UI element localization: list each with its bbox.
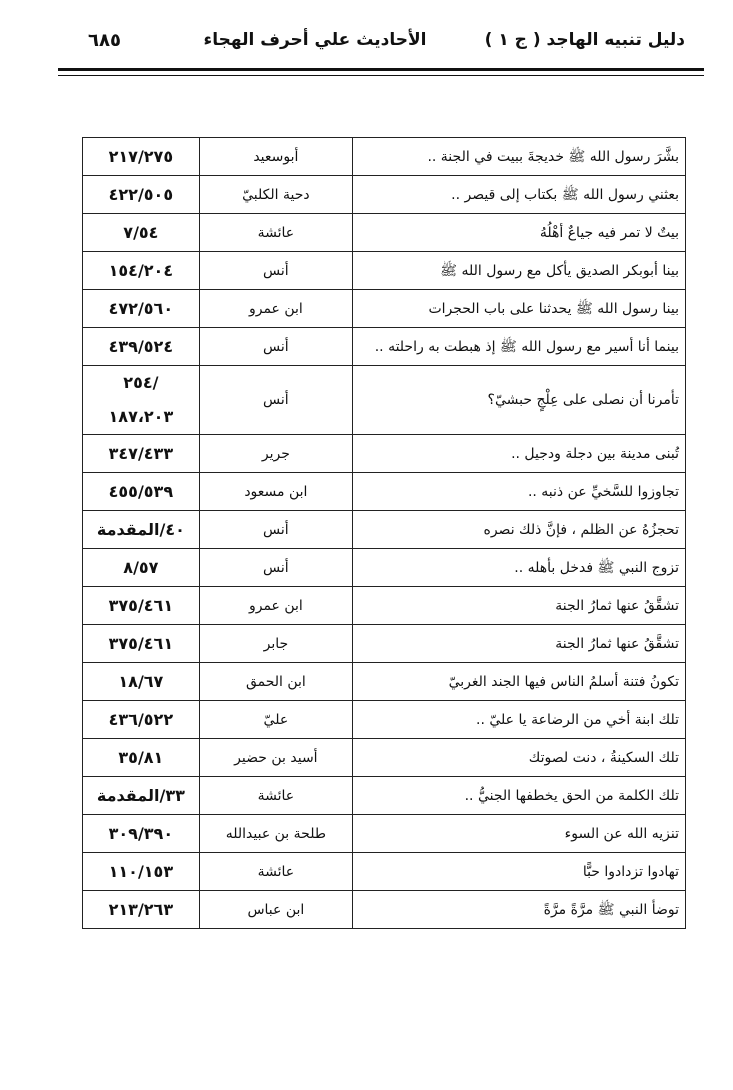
table-row: تهادوا تزدادوا حبًّا عائشة ١١٠/١٥٣ (82, 852, 686, 891)
hadith-table: بشَّرَ رسول الله ﷺ خديجةَ ببيت في الجنة … (82, 137, 686, 929)
hadith-text: تلك السكينةُ ، دنت لصوتك (352, 738, 686, 777)
narrator: عائشة (198, 213, 354, 252)
reference: ٤٧٢/٥٦٠ (82, 289, 200, 328)
book-title: دليل تنبيه الهاجد ( ج ١ ) (484, 30, 685, 50)
hadith-text: بيتٌ لا تمر فيه جياعٌ أهْلُهُ (352, 213, 686, 252)
table-row: تأمرنا أن نصلى على عِلْجٍ حبشيّ؟ أنس/٢٥٤ … (82, 365, 686, 435)
narrator: ابن عمرو (198, 289, 354, 328)
hadith-text: تشقَّقُ عنها ثمارُ الجنة (352, 586, 686, 625)
narrator: عائشة (198, 776, 354, 815)
narrator: ابن مسعود (198, 472, 354, 511)
narrator: جابر (198, 624, 354, 663)
narrator: أبوسعيد (198, 137, 354, 176)
reference: ٤٥٥/٥٣٩ (82, 472, 200, 511)
hadith-text: بينا أبوبكر الصديق يأكل مع رسول الله ﷺ (352, 251, 686, 290)
narrator: أنس (198, 510, 354, 549)
table-body: بشَّرَ رسول الله ﷺ خديجةَ ببيت في الجنة … (82, 137, 686, 929)
table-row: تشقَّقُ عنها ثمارُ الجنة ابن عمرو ٣٧٥/٤٦١ (82, 586, 686, 625)
narrator: أنس (198, 365, 354, 435)
hadith-text: تنزيه الله عن السوء (352, 814, 686, 853)
reference: ٣٣/المقدمة (82, 776, 200, 815)
page-number: ٦٨٥ (88, 30, 121, 51)
hadith-text: بشَّرَ رسول الله ﷺ خديجةَ ببيت في الجنة … (352, 137, 686, 176)
narrator: أنس (198, 251, 354, 290)
reference: ٢١٧/٢٧٥ (82, 137, 200, 176)
table-row: بينا أبوبكر الصديق يأكل مع رسول الله ﷺ أن… (82, 251, 686, 290)
reference: ٨/٥٧ (82, 548, 200, 587)
narrator: عائشة (198, 852, 354, 891)
narrator: أسيد بن حضير (198, 738, 354, 777)
reference: ٣٧٥/٤٦١ (82, 624, 200, 663)
reference: ٤٠/المقدمة (82, 510, 200, 549)
reference: ٢١٣/٢٦٣ (82, 890, 200, 929)
table-row: بيتٌ لا تمر فيه جياعٌ أهْلُهُ عائشة ٧/٥٤ (82, 213, 686, 252)
hadith-text: تلك ابنة أخي من الرضاعة يا عليّ .. (352, 700, 686, 739)
narrator: أنس (198, 327, 354, 366)
reference: ٤٣٩/٥٢٤ (82, 327, 200, 366)
narrator: أنس (198, 548, 354, 587)
table-row: بينا رسول الله ﷺ يحدثنا على باب الحجرات ا… (82, 289, 686, 328)
hadith-text: تُبنى مدينة بين دجلة ودجيل .. (352, 434, 686, 473)
table-row: تحجزُهُ عن الظلم ، فإنَّ ذلك نصره أنس ٤٠/ا… (82, 510, 686, 549)
reference: ١١٠/١٥٣ (82, 852, 200, 891)
hadith-text: تأمرنا أن نصلى على عِلْجٍ حبشيّ؟ (352, 365, 686, 435)
narrator: جرير (198, 434, 354, 473)
header-rule (58, 68, 704, 71)
hadith-text: تجاوزوا للسَّخيِّ عن ذنبه .. (352, 472, 686, 511)
reference: ٣٤٧/٤٣٣ (82, 434, 200, 473)
table-row: تُبنى مدينة بين دجلة ودجيل .. جرير ٣٤٧/٤٣٣ (82, 434, 686, 473)
hadith-text: تحجزُهُ عن الظلم ، فإنَّ ذلك نصره (352, 510, 686, 549)
table-row: بعثني رسول الله ﷺ بكتاب إلى قيصر .. دحية … (82, 175, 686, 214)
header-rule (58, 75, 704, 76)
narrator: طلحة بن عبيدالله (198, 814, 354, 853)
reference: ٧/٥٤ (82, 213, 200, 252)
table-row: تكونُ فتنة أسلمُ الناس فيها الجند الغربي… (82, 662, 686, 701)
table-row: بشَّرَ رسول الله ﷺ خديجةَ ببيت في الجنة … (82, 137, 686, 176)
table-row: توضأ النبي ﷺ مرَّةً مرَّةً ابن عباس ٢١٣/٢٦… (82, 890, 686, 929)
hadith-text: تهادوا تزدادوا حبًّا (352, 852, 686, 891)
reference: ١٥٤/٢٠٤ (82, 251, 200, 290)
reference: ٤٢٢/٥٠٥ (82, 175, 200, 214)
hadith-text: تشقَّقُ عنها ثمارُ الجنة (352, 624, 686, 663)
hadith-text: تكونُ فتنة أسلمُ الناس فيها الجند الغربي… (352, 662, 686, 701)
reference: ١٨/٦٧ (82, 662, 200, 701)
hadith-text: تلك الكلمة من الحق يخطفها الجنيُّ .. (352, 776, 686, 815)
hadith-text: بعثني رسول الله ﷺ بكتاب إلى قيصر .. (352, 175, 686, 214)
table-row: تشقَّقُ عنها ثمارُ الجنة جابر ٣٧٥/٤٦١ (82, 624, 686, 663)
table-row: بينما أنا أسير مع رسول الله ﷺ إذ هبطت به… (82, 327, 686, 366)
reference: ٣٥/٨١ (82, 738, 200, 777)
reference: ٤٣٦/٥٢٢ (82, 700, 200, 739)
table-row: تلك ابنة أخي من الرضاعة يا عليّ .. عليّ ٤٣… (82, 700, 686, 739)
reference: /٢٥٤ ١٨٧،٢٠٣ (82, 365, 200, 435)
table-row: تلك الكلمة من الحق يخطفها الجنيُّ .. عائش… (82, 776, 686, 815)
table-row: تزوج النبي ﷺ فدخل بأهله .. أنس ٨/٥٧ (82, 548, 686, 587)
narrator: ابن عمرو (198, 586, 354, 625)
hadith-text: بينما أنا أسير مع رسول الله ﷺ إذ هبطت به… (352, 327, 686, 366)
table-row: تجاوزوا للسَّخيِّ عن ذنبه .. ابن مسعود ٤٥٥… (82, 472, 686, 511)
narrator: ابن عباس (198, 890, 354, 929)
narrator: دحية الكلبيّ (198, 175, 354, 214)
section-title: الأحاديث علي أحرف الهجاء (203, 30, 427, 50)
table-row: تنزيه الله عن السوء طلحة بن عبيدالله ٣٠٩/٣… (82, 814, 686, 853)
narrator: عليّ (198, 700, 354, 739)
hadith-text: بينا رسول الله ﷺ يحدثنا على باب الحجرات (352, 289, 686, 328)
reference: ٣٧٥/٤٦١ (82, 586, 200, 625)
hadith-text: توضأ النبي ﷺ مرَّةً مرَّةً (352, 890, 686, 929)
reference: ٣٠٩/٣٩٠ (82, 814, 200, 853)
hadith-text: تزوج النبي ﷺ فدخل بأهله .. (352, 548, 686, 587)
table-row: تلك السكينةُ ، دنت لصوتك أسيد بن حضير ٣٥/٨… (82, 738, 686, 777)
narrator: ابن الحمق (198, 662, 354, 701)
